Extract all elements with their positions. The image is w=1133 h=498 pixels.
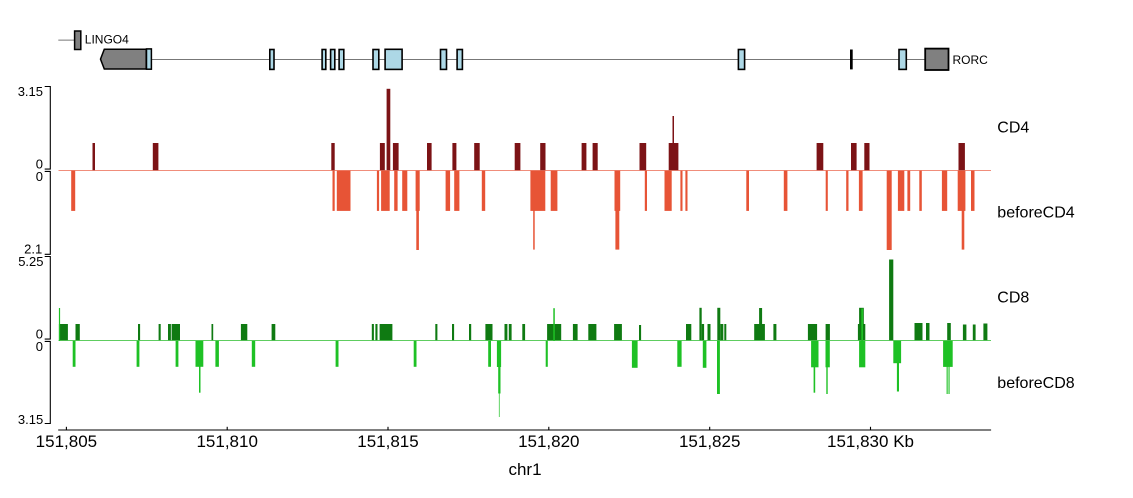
- svg-text:0: 0: [36, 156, 43, 171]
- svg-text:0: 0: [36, 339, 43, 354]
- svg-text:151,825: 151,825: [679, 432, 740, 451]
- svg-text:chr1: chr1: [508, 460, 541, 479]
- svg-text:LINGO4: LINGO4: [85, 33, 129, 47]
- svg-text:0: 0: [36, 169, 43, 184]
- svg-text:151,810: 151,810: [196, 432, 257, 451]
- svg-text:CD8: CD8: [997, 289, 1029, 306]
- svg-text:RORC: RORC: [953, 53, 989, 67]
- svg-text:151,815: 151,815: [357, 432, 418, 451]
- svg-text:beforeCD8: beforeCD8: [997, 375, 1074, 392]
- svg-text:2.1: 2.1: [24, 242, 42, 257]
- svg-text:0: 0: [36, 326, 43, 341]
- svg-text:beforeCD4: beforeCD4: [997, 204, 1074, 221]
- svg-text:3.15: 3.15: [18, 412, 43, 427]
- svg-text:151,830 Kb: 151,830 Kb: [827, 432, 914, 451]
- svg-text:3.15: 3.15: [18, 84, 43, 99]
- svg-text:5.25: 5.25: [18, 254, 43, 269]
- svg-text:151,805: 151,805: [36, 432, 97, 451]
- svg-text:CD4: CD4: [997, 120, 1029, 137]
- svg-text:151,820: 151,820: [518, 432, 579, 451]
